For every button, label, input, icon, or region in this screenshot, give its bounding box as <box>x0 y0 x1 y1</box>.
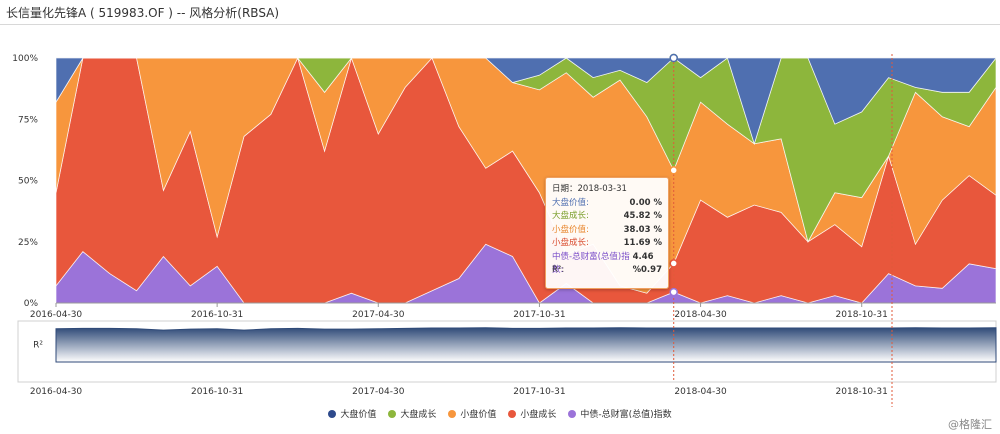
legend-item[interactable]: 大盘价值 <box>328 407 376 420</box>
hover-marker <box>669 53 678 63</box>
r2-x-tick-label: 2016-04-30 <box>30 387 83 397</box>
tooltip-row: 小盘价值: 38.03 % <box>552 224 662 238</box>
series-area <box>55 57 997 146</box>
y-tick-label: 100% <box>12 54 38 64</box>
legend-item[interactable]: 中债-总财富(总值)指数 <box>568 407 672 420</box>
tooltip-row: 小盘成长: 11.69 % <box>552 237 662 251</box>
legend-label: 大盘价值 <box>340 410 377 420</box>
r2-x-tick-label: 2017-10-31 <box>513 387 565 397</box>
page-title: 长信量化先锋A ( 519983.OF ) -- 风格分析(RBSA) <box>6 6 280 20</box>
y-tick-label: 25% <box>18 238 38 248</box>
legend-label: 大盘成长 <box>400 410 437 420</box>
r2-x-tick-label: 2017-04-30 <box>352 387 405 397</box>
watermark: @格隆汇 <box>948 418 992 431</box>
tooltip-row-label: 大盘价值: <box>552 197 589 208</box>
tooltip-row-label: 小盘成长: <box>552 238 589 248</box>
legend-item[interactable]: 小盘价值 <box>448 407 496 420</box>
tooltip-date: 日期：2018-03-31 <box>552 184 627 194</box>
tooltip-row: 大盘价值: 0.00 % <box>552 197 662 211</box>
tooltip-row-label: R²: <box>552 265 565 275</box>
r2-x-tick-label: 2016-10-31 <box>191 387 243 397</box>
legend-swatch <box>328 409 337 418</box>
tooltip-row-value: 4.46 % <box>632 251 654 276</box>
legend-swatch <box>388 409 397 418</box>
legend-label: 小盘成长 <box>520 410 557 420</box>
x-tick-label: 2017-04-30 <box>352 310 405 320</box>
x-tick-label: 2018-04-30 <box>674 310 727 320</box>
tooltip-row-value: 11.69 % <box>623 238 662 248</box>
legend-swatch <box>448 409 457 418</box>
x-tick-label: 2017-10-31 <box>513 310 565 320</box>
r2-x-tick-label: 2018-10-31 <box>836 387 888 397</box>
x-tick-label: 2016-04-30 <box>30 310 83 320</box>
x-tick-label: 2018-10-31 <box>836 310 888 320</box>
tooltip-row-value: 0.00 % <box>629 197 662 208</box>
legend-swatch <box>508 409 517 418</box>
tooltip-row: R²: 0.97 <box>552 264 662 278</box>
legend-item[interactable]: 大盘成长 <box>388 407 436 420</box>
hover-marker <box>669 287 678 297</box>
tooltip-row-value: 38.03 % <box>623 224 662 235</box>
legend-item[interactable]: 小盘成长 <box>508 407 556 420</box>
title-bar: 长信量化先锋A ( 519983.OF ) -- 风格分析(RBSA) <box>0 0 1000 25</box>
r2-x-tick-label: 2018-04-30 <box>674 387 727 397</box>
hover-marker <box>669 259 678 268</box>
tooltip-row-label: 中债-总财富(总值)指数: <box>552 251 630 276</box>
x-tick-label: 2016-10-31 <box>191 310 243 320</box>
tooltip-row-value: 45.82 % <box>623 211 662 221</box>
tooltip-row: 大盘成长: 45.82 % <box>552 210 662 224</box>
r2-area <box>55 327 997 363</box>
legend-label: 中债-总财富(总值)指数 <box>580 410 672 420</box>
legend-label: 小盘价值 <box>460 410 497 420</box>
y-tick-label: 75% <box>18 115 38 125</box>
y-tick-label: 0% <box>24 299 39 309</box>
y-tick-label: 50% <box>18 177 38 187</box>
hover-marker <box>669 166 678 175</box>
r2-axis-label: R² <box>33 341 43 351</box>
style-analysis-chart: 0% 25% 50% 75% 100% 2016-04-30 2016-04-30 2016-… <box>12 53 997 407</box>
chart-legend: 大盘价值 大盘成长 小盘价值 小盘成长 中债-总财富(总值)指数 <box>0 407 1000 423</box>
legend-swatch <box>568 409 577 418</box>
tooltip-row-value: 0.97 <box>641 265 662 275</box>
tooltip-row: 中债-总财富(总值)指数: 4.46 % <box>552 251 662 276</box>
data-tooltip: 日期：2018-03-31 大盘价值: 0.00 % 大盘成长: 45.82 % 小盘价… <box>545 177 669 289</box>
tooltip-row-label: 大盘成长: <box>552 211 589 221</box>
tooltip-row-label: 小盘价值: <box>552 224 589 235</box>
